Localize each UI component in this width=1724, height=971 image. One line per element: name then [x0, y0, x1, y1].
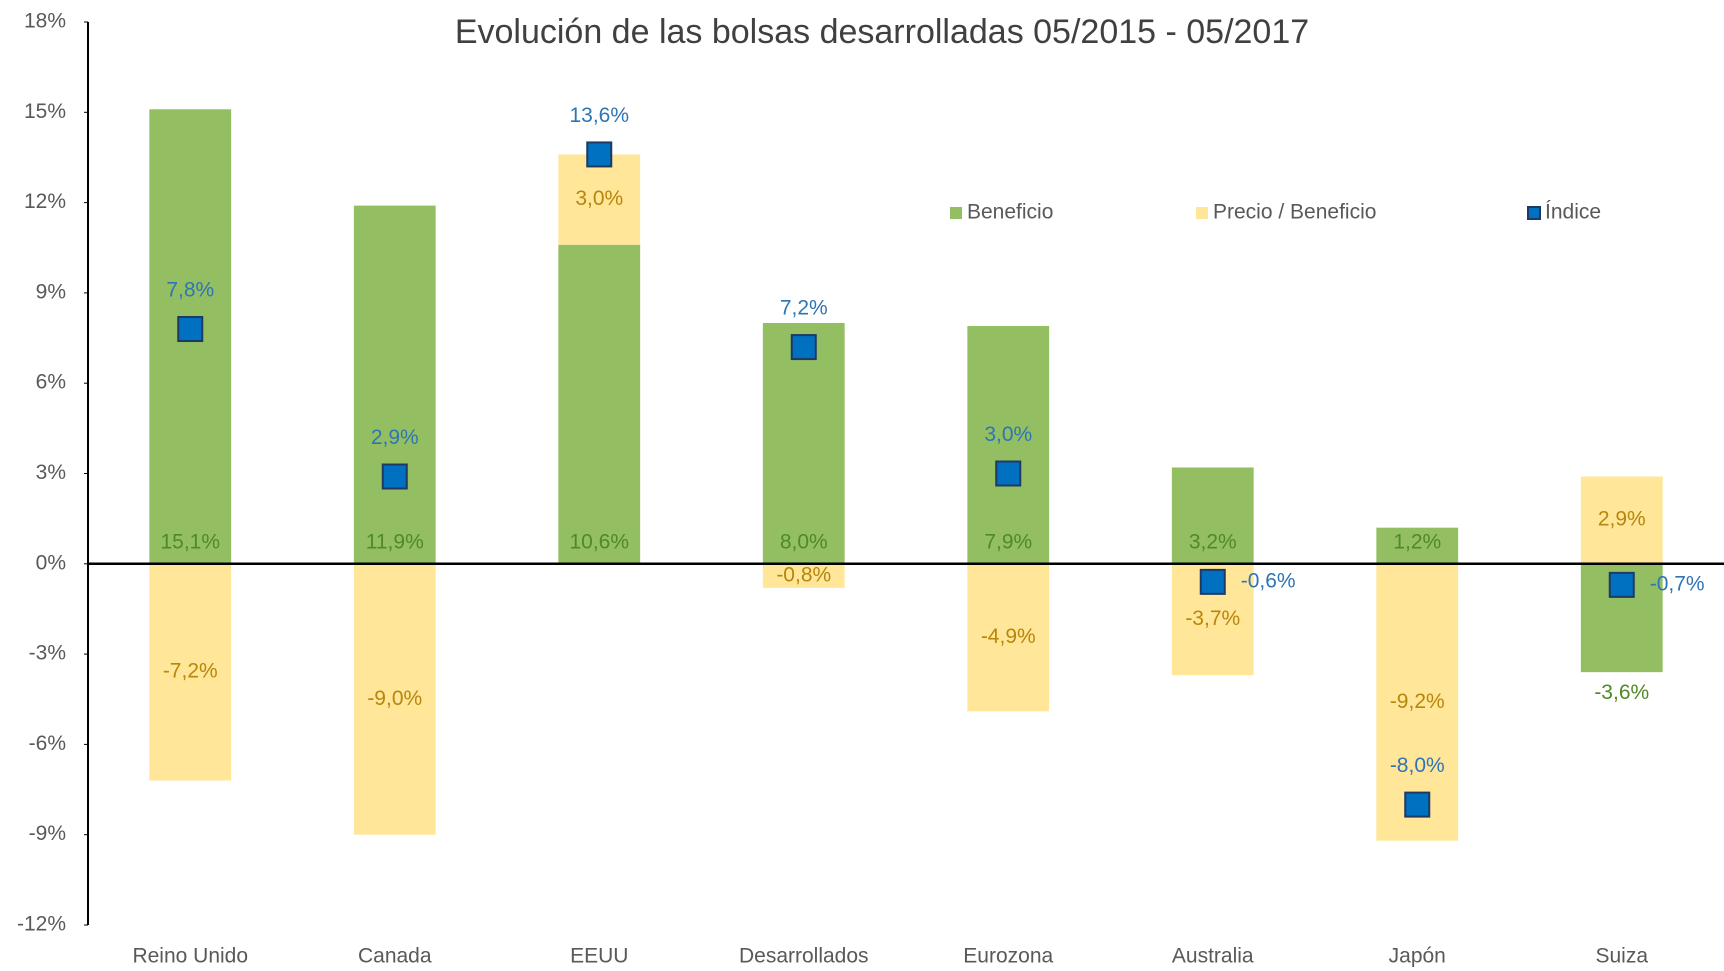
- x-tick-label: Eurozona: [963, 945, 1053, 968]
- legend-label: Beneficio: [967, 201, 1053, 224]
- legend-swatch: [1527, 206, 1541, 220]
- data-label: 8,0%: [780, 530, 828, 553]
- y-tick-label: 12%: [24, 190, 66, 213]
- bar-segment: [149, 563, 232, 781]
- index-marker: [1608, 571, 1635, 598]
- data-label: 1,2%: [1393, 530, 1441, 553]
- y-tick-label: 0%: [36, 551, 66, 574]
- x-tick-label: Canada: [358, 945, 432, 968]
- data-label: 3,0%: [575, 187, 623, 210]
- index-label: -0,7%: [1650, 572, 1705, 595]
- y-tick-label: 18%: [24, 10, 66, 33]
- index-marker: [995, 460, 1022, 487]
- index-label: -8,0%: [1390, 754, 1445, 777]
- x-tick-label: Reino Unido: [132, 945, 248, 968]
- index-marker: [381, 463, 408, 490]
- data-label: -4,9%: [981, 625, 1036, 648]
- y-tick-label: 15%: [24, 100, 66, 123]
- data-label: -0,8%: [776, 563, 831, 586]
- y-tick-label: -9%: [29, 822, 66, 845]
- bar-segment: [1171, 467, 1254, 564]
- y-tick-label: 9%: [36, 280, 66, 303]
- y-tick-label: 3%: [36, 461, 66, 484]
- data-label: 3,2%: [1189, 530, 1237, 553]
- index-label: 13,6%: [569, 104, 629, 127]
- data-label: -9,2%: [1390, 690, 1445, 713]
- data-label: -3,7%: [1185, 607, 1240, 630]
- index-marker: [177, 316, 204, 343]
- data-label: -3,6%: [1594, 681, 1649, 704]
- x-tick-label: Suiza: [1595, 945, 1648, 968]
- data-label: 2,9%: [1598, 508, 1646, 531]
- bar-segment: [353, 205, 436, 564]
- y-tick-label: -12%: [17, 913, 66, 936]
- index-label: 2,9%: [371, 426, 419, 449]
- index-label: 7,2%: [780, 297, 828, 320]
- x-tick-label: EEUU: [570, 945, 628, 968]
- bar-segment: [762, 563, 845, 588]
- data-label: -7,2%: [163, 660, 218, 683]
- data-label: 15,1%: [160, 530, 220, 553]
- legend-swatch: [1196, 207, 1208, 219]
- x-tick-label: Desarrollados: [739, 945, 869, 968]
- index-label: -0,6%: [1241, 569, 1296, 592]
- index-label: 3,0%: [984, 423, 1032, 446]
- bar-segment: [558, 244, 641, 564]
- bar-segment: [558, 154, 641, 245]
- bar-segment: [967, 326, 1050, 564]
- bar-segment: [967, 563, 1050, 712]
- data-label: 7,9%: [984, 530, 1032, 553]
- index-marker: [1199, 568, 1226, 595]
- bar-segment: [1580, 476, 1663, 564]
- data-label: 11,9%: [366, 530, 424, 553]
- index-marker: [1404, 791, 1431, 818]
- data-label: -9,0%: [367, 687, 422, 710]
- chart-title: Evolución de las bolsas desarrolladas 05…: [455, 13, 1309, 51]
- legend-label: Índice: [1545, 201, 1601, 224]
- legend-label: Precio / Beneficio: [1213, 201, 1376, 224]
- index-marker: [790, 334, 817, 361]
- legend-swatch: [950, 207, 962, 219]
- x-tick-label: Japón: [1389, 945, 1446, 968]
- bar-segment: [1376, 527, 1459, 564]
- index-label: 7,8%: [166, 279, 214, 302]
- x-tick-label: Australia: [1172, 945, 1254, 968]
- index-marker: [586, 141, 613, 168]
- y-tick-label: -3%: [29, 642, 66, 665]
- bar-segment: [762, 323, 845, 564]
- bar-segment: [353, 563, 436, 835]
- y-tick-label: 6%: [36, 371, 66, 394]
- data-label: 10,6%: [569, 530, 629, 553]
- y-tick-label: -6%: [29, 732, 66, 755]
